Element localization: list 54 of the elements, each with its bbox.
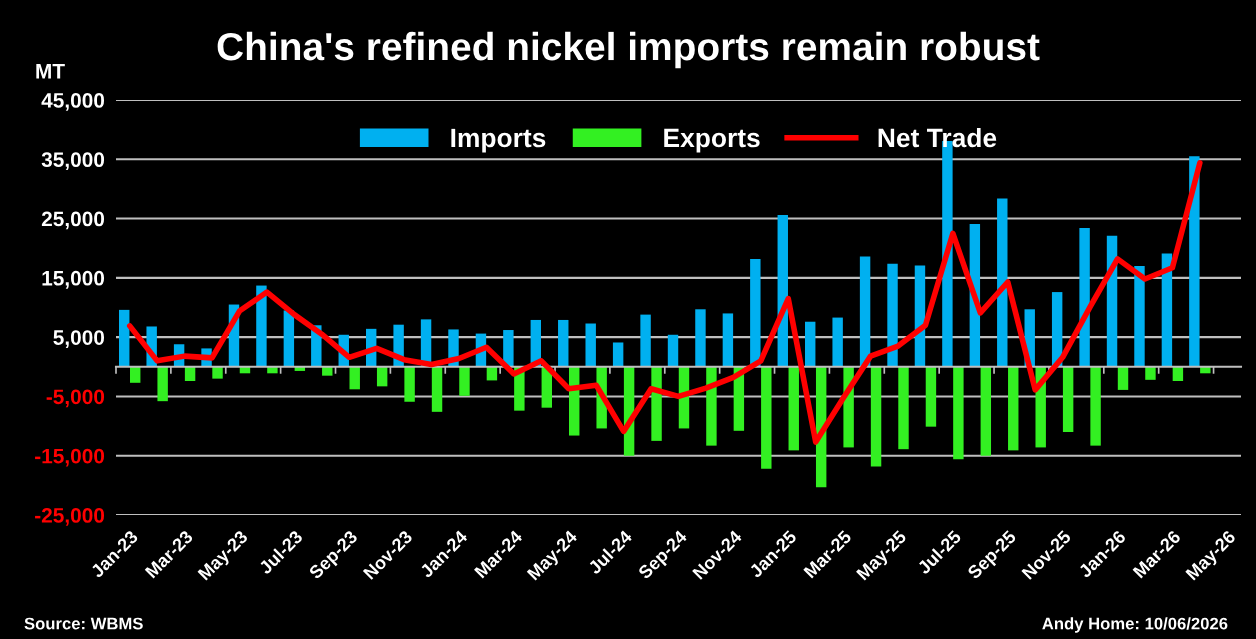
bar [404, 366, 415, 402]
bar [761, 366, 772, 469]
legend-label: Exports [664, 128, 760, 153]
y-tick-label: -5,000 [46, 389, 105, 408]
bar [706, 366, 717, 446]
bar [832, 317, 843, 367]
bar [722, 313, 734, 367]
source-note: Source: WBMS [24, 617, 143, 630]
bar [953, 366, 964, 460]
bar [695, 309, 706, 367]
y-tick-label: 15,000 [42, 270, 105, 289]
bar [157, 366, 168, 402]
y-tick-label: 25,000 [41, 211, 105, 230]
bar [1079, 228, 1090, 367]
text: Andy Home: 10/06/2026 [1042, 617, 1228, 633]
bar [651, 366, 662, 441]
legend-label: Imports [451, 128, 546, 153]
y-tick-label: -25,000 [35, 508, 105, 526]
bar [1134, 266, 1145, 367]
y-tick-label: 45,000 [41, 93, 105, 111]
y-tick-label: -15,000 [35, 448, 105, 467]
chart-title: China's refined nickel imports remain robust [217, 31, 1040, 69]
bar [859, 256, 871, 367]
bar [640, 314, 651, 367]
y-tick-label: 5,000 [53, 330, 105, 348]
bar [1090, 366, 1101, 446]
bar [750, 258, 761, 367]
bar [788, 366, 799, 451]
bar [1189, 156, 1200, 367]
bar [558, 319, 569, 367]
bar [431, 366, 443, 412]
y-axis-title: MT [36, 64, 65, 79]
legend-label: Net Trade [878, 127, 997, 148]
bar [804, 321, 816, 367]
bar [1008, 366, 1019, 451]
bar [1117, 366, 1129, 390]
bar [503, 330, 514, 367]
bar [870, 366, 882, 467]
bar [119, 309, 130, 367]
bar [1145, 366, 1156, 380]
bar [997, 198, 1008, 367]
bar [212, 366, 223, 379]
y-tick-label: 35,000 [41, 152, 105, 171]
bar [925, 366, 937, 427]
bar [667, 334, 679, 367]
bar [887, 263, 898, 367]
bar [612, 342, 624, 367]
bar [1062, 366, 1074, 432]
bar [585, 323, 596, 367]
bar [980, 366, 992, 456]
bar [898, 366, 909, 450]
bar [459, 366, 470, 396]
bar [129, 366, 141, 383]
bar [256, 285, 267, 367]
